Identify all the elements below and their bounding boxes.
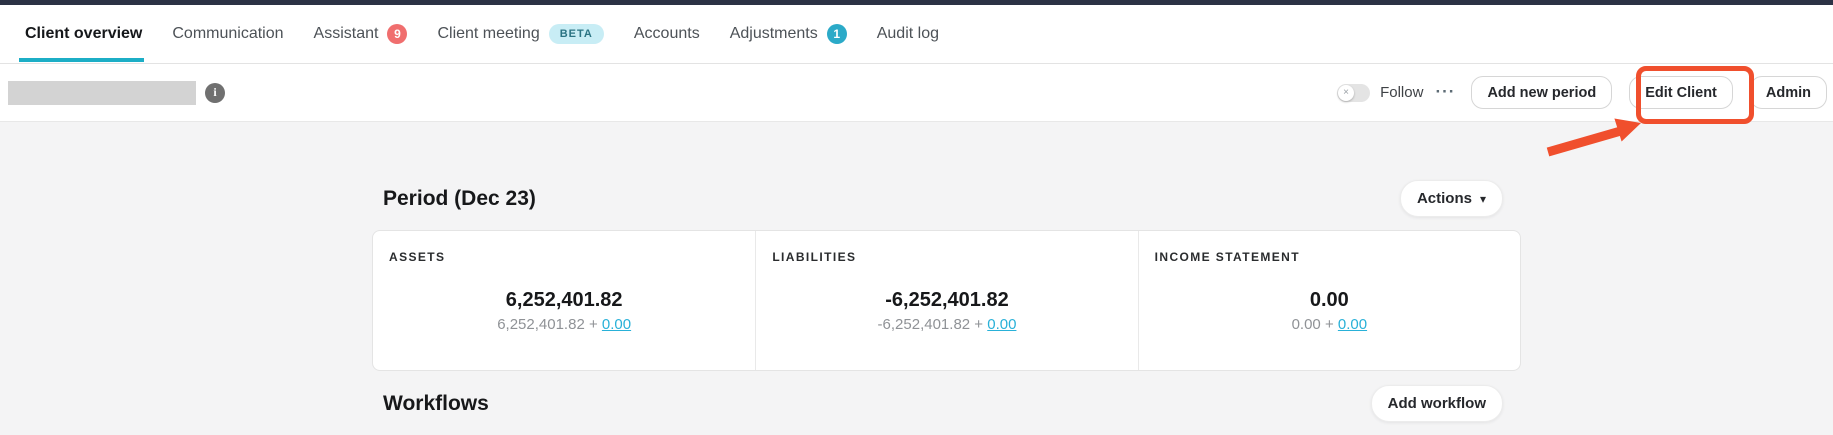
actions-button[interactable]: Actions ▾ [1399,180,1503,217]
assets-subvalue: 6,252,401.82 + 0.00 [389,316,739,333]
income-statement-card: INCOME STATEMENT 0.00 0.00 + 0.00 [1137,231,1520,370]
edit-client-button[interactable]: Edit Client [1629,76,1733,109]
liabilities-card: LIABILITIES -6,252,401.82 -6,252,401.82 … [755,231,1137,370]
tab-client-meeting[interactable]: Client meeting BETA [437,5,604,63]
base-value: 6,252,401.82 [497,316,585,333]
tab-bar: Client overview Communication Assistant … [0,5,1833,64]
plus-sign: + [974,316,984,333]
period-title: Period (Dec 23) [383,186,536,210]
tab-communication[interactable]: Communication [172,5,283,63]
add-new-period-button[interactable]: Add new period [1471,76,1613,109]
card-label: LIABILITIES [772,250,857,264]
tab-client-overview[interactable]: Client overview [18,5,145,63]
assets-card: ASSETS 6,252,401.82 6,252,401.82 + 0.00 [373,231,755,370]
plus-sign: + [1324,316,1334,333]
follow-toggle[interactable]: × [1337,83,1371,102]
adjustments-count-badge: 1 [826,24,847,44]
plus-sign: + [588,316,598,333]
workflows-title: Workflows [383,391,489,415]
adjustment-link[interactable]: 0.00 [1337,316,1368,333]
base-value: -6,252,401.82 [877,316,971,333]
beta-badge: BETA [548,24,604,44]
tab-audit-log[interactable]: Audit log [877,5,939,63]
base-value: 0.00 [1291,316,1321,333]
window-top-strip [0,0,1833,5]
tab-label: Assistant [313,25,379,42]
tab-label: Accounts [633,25,700,42]
add-workflow-button[interactable]: Add workflow [1370,385,1503,422]
tab-label: Client meeting [437,25,540,42]
adjustment-link[interactable]: 0.00 [987,316,1017,333]
tab-assistant[interactable]: Assistant 9 [314,5,408,63]
client-overview-content: Period (Dec 23) Actions ▾ ASSETS 6,252,4… [0,122,1833,435]
follow-label: Follow [1380,84,1424,101]
info-icon[interactable]: i [205,82,225,103]
card-label: ASSETS [389,250,446,264]
tab-label: Communication [172,25,284,42]
toggle-x-icon: × [1338,84,1355,101]
tab-label: Adjustments [729,25,818,42]
client-header-bar: i × Follow ··· Add new period Edit Clien… [0,64,1833,122]
actions-label: Actions [1416,190,1472,207]
tab-label: Audit log [876,25,939,42]
tab-adjustments[interactable]: Adjustments 1 [730,5,847,63]
more-menu-icon[interactable]: ··· [1435,82,1456,102]
tab-accounts[interactable]: Accounts [634,5,700,63]
period-summary-card: ASSETS 6,252,401.82 6,252,401.82 + 0.00 … [372,230,1521,371]
income-statement-value: 0.00 [1309,289,1349,311]
caret-down-icon: ▾ [1479,191,1486,206]
adjustment-link[interactable]: 0.00 [601,316,632,333]
assets-value: 6,252,401.82 [505,289,623,311]
liabilities-value: -6,252,401.82 [885,289,1009,311]
client-name-redacted [8,80,196,105]
income-statement-subvalue: 0.00 + 0.00 [1155,316,1504,333]
admin-button[interactable]: Admin [1749,76,1827,109]
tab-label: Client overview [25,25,143,42]
assistant-count-badge: 9 [387,24,408,44]
card-label: INCOME STATEMENT [1154,250,1300,264]
liabilities-subvalue: -6,252,401.82 + 0.00 [772,316,1121,333]
